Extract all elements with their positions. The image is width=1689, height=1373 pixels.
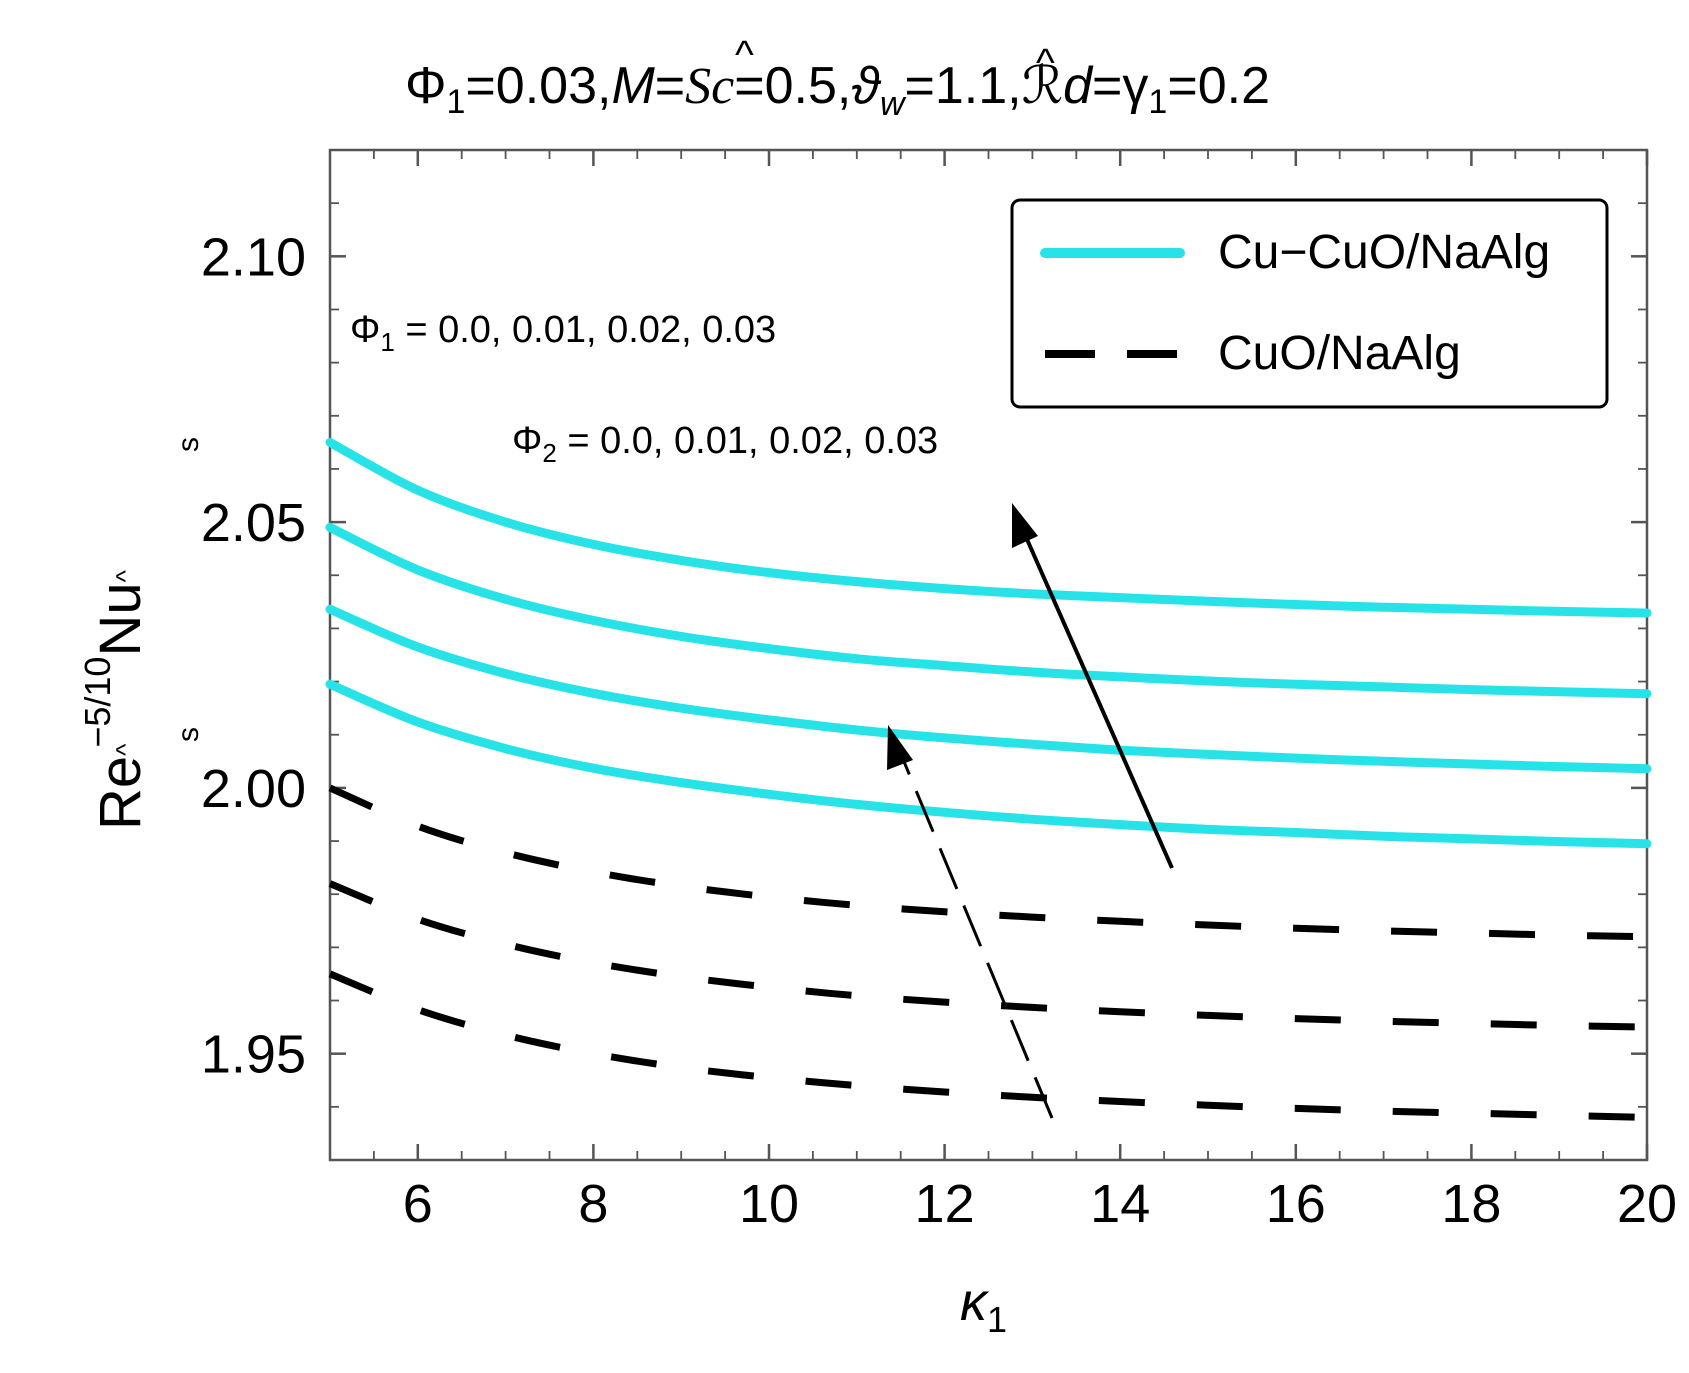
x-tick-label: 10 [739, 1174, 799, 1234]
x-tick-label: 6 [403, 1174, 433, 1234]
x-tick-label: 12 [915, 1174, 975, 1234]
x-tick-label: 18 [1441, 1174, 1501, 1234]
svg-text:Φ1=0.03,M=Sc=0.5,ϑw=1.1,ℛd=γ1=: Φ1=0.03,M=Sc=0.5,ϑw=1.1,ℛd=γ1=0.2 [405, 57, 1270, 123]
y-axis-label: Re^−5/10Nu^ s s [77, 437, 205, 830]
title-phi-val: =0.03, [465, 57, 611, 115]
title-phi-sub: 1 [447, 83, 466, 121]
title-m: M [611, 57, 655, 115]
legend-label-cuo: CuO/NaAlg [1218, 327, 1461, 380]
title-phi: Φ [405, 57, 447, 115]
series-line-cuo-naalg-7 [328, 970, 1648, 1121]
annotation-phi2: Φ2 = 0.0, 0.01, 0.02, 0.03 [512, 420, 938, 468]
title-theta-val: =1.1, [905, 57, 1022, 115]
title-theta: ϑ [851, 57, 881, 115]
title-sc: Sc [685, 58, 734, 115]
x-tick-label: 14 [1090, 1174, 1150, 1234]
arrowhead-phi1 [887, 725, 913, 770]
y-tick-label: 2.05 [201, 493, 306, 553]
series-line-cuo-naalg-5 [328, 784, 1648, 941]
title-theta-sub: w [880, 85, 907, 123]
series-line-cu-cuo-naalg-3 [325, 437, 1652, 618]
chart-title: Φ1=0.03,M=Sc=0.5,ϑw=1.1,ℛd=γ1=0.2 ^ ^ [405, 33, 1270, 123]
title-gamma: =γ [1092, 57, 1148, 115]
arrow-phi1 [887, 725, 1054, 1119]
series-line-cu-cuo-naalg-0 [325, 679, 1652, 849]
arrowhead-phi2 [1012, 503, 1038, 548]
title-theta-hat: ^ [1036, 41, 1055, 85]
series-line-cuo-naalg-6 [328, 880, 1648, 1031]
x-tick-label: 20 [1617, 1174, 1677, 1234]
svg-text:Re^−5/10Nu^: Re^−5/10Nu^ [77, 569, 153, 830]
series-line-cu-cuo-naalg-2 [325, 522, 1652, 699]
series-line-cu-cuo-naalg-1 [325, 604, 1652, 774]
title-sc-val: =0.5, [734, 57, 851, 115]
axis-tick-labels: 6 8 10 12 14 16 18 20 1.95 2.00 2.05 2.10 [201, 227, 1677, 1234]
title-rd: ℛd [1022, 57, 1094, 115]
legend: Cu−CuO/NaAlg CuO/NaAlg [1010, 198, 1609, 409]
svg-text:s: s [172, 727, 205, 742]
series-layer [325, 437, 1652, 1121]
y-tick-label: 2.10 [201, 227, 306, 287]
x-axis-label: κ1 [960, 1272, 1007, 1340]
y-tick-label: 1.95 [201, 1025, 306, 1085]
title-gamma-sub: 1 [1148, 83, 1167, 121]
annotation-phi1: Φ1 = 0.0, 0.01, 0.02, 0.03 [350, 309, 776, 357]
svg-text:s: s [172, 437, 205, 452]
legend-label-cu-cuo: Cu−CuO/NaAlg [1218, 226, 1550, 279]
arrow-phi2 [1012, 503, 1174, 869]
x-tick-label: 16 [1266, 1174, 1326, 1234]
y-tick-label: 2.00 [201, 759, 306, 819]
title-m-hat: ^ [735, 33, 754, 77]
title-gamma-val: =0.2 [1167, 57, 1270, 115]
axis-ticks [329, 149, 1649, 1161]
title-m-rest: = [655, 57, 685, 115]
x-tick-label: 8 [578, 1174, 608, 1234]
